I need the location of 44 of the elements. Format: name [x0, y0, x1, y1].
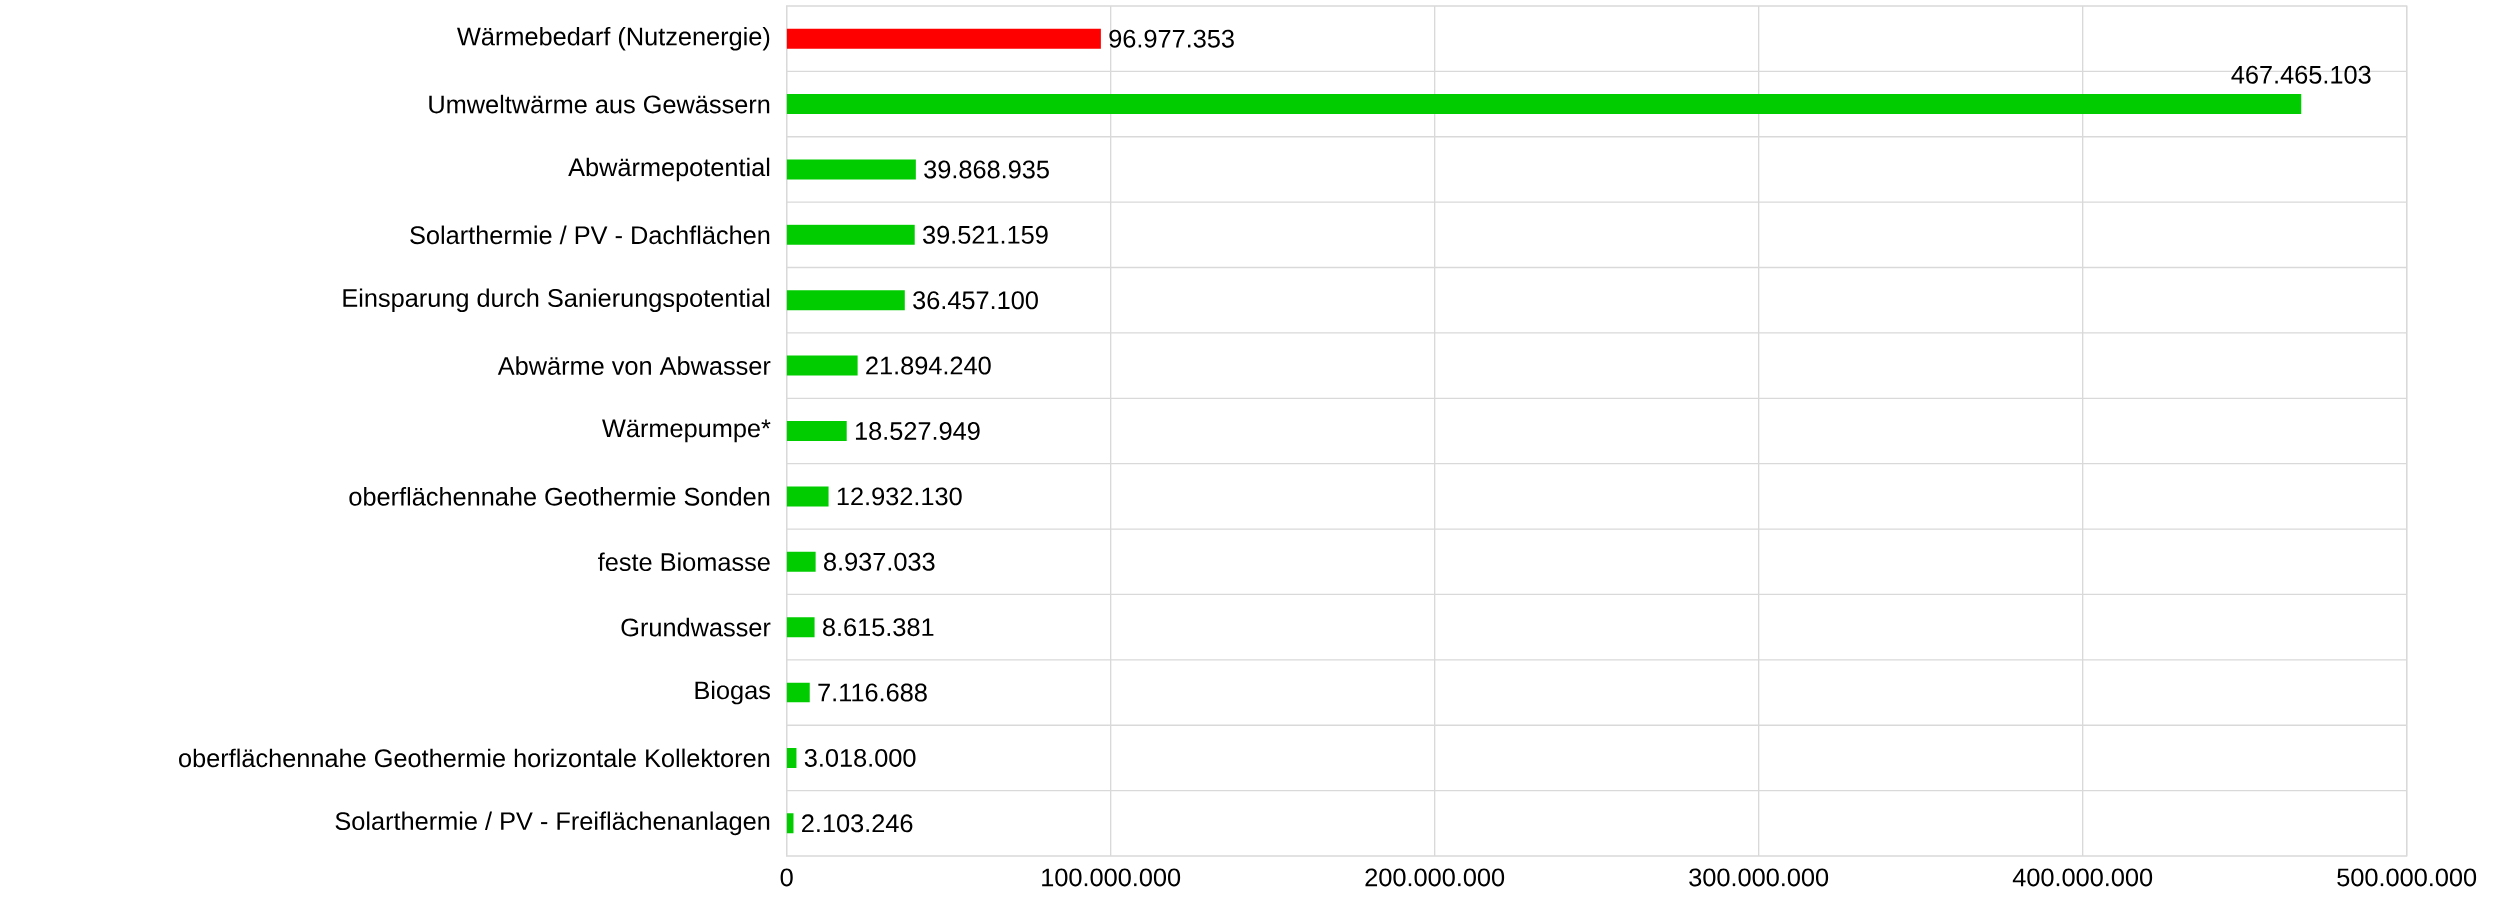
y-tick-label: Grundwasser [621, 617, 771, 637]
data-label: 8.937.033 [824, 552, 935, 571]
bar [786, 290, 905, 311]
bar [786, 486, 829, 507]
y-tick-label: Abwärme von Abwasser [497, 356, 771, 375]
data-label: 467.465.103 [2231, 65, 2371, 84]
data-label: 12.932.130 [837, 487, 962, 506]
bar [786, 682, 810, 703]
bar [786, 224, 915, 245]
data-label: 3.018.000 [804, 748, 916, 767]
y-tick-label: Abwärmepotential [568, 157, 770, 182]
y-tick-label: Umweltwärme aus Gewässern [429, 94, 770, 114]
bar [786, 159, 916, 180]
x-tick-label: 400.000.000 [2012, 868, 2153, 887]
x-tick-label: 200.000.000 [1365, 868, 1505, 887]
y-tick-label: Wärmebedarf (Nutzenergie) [457, 26, 770, 51]
y-tick-label: Solarthermie / PV - Freiflächenanlagen [335, 811, 770, 836]
y-tick-label: Solarthermie / PV - Dachflächen [410, 225, 770, 245]
x-tick-label: 100.000.000 [1042, 868, 1181, 887]
bar [786, 617, 815, 638]
y-tick-label: Wärmepumpe* [602, 419, 771, 443]
y-tick-label: oberflächennahe Geothermie horizontale Kollektoren [179, 748, 770, 768]
data-label: 8.615.381 [823, 618, 934, 637]
data-label: 96.977.353 [1109, 29, 1234, 48]
y-tick-label: oberflächennahe Geothermie Sonden [349, 487, 770, 506]
bar [786, 420, 847, 441]
data-label: 7.116.688 [818, 683, 927, 702]
x-tick-label: 500.000.000 [2337, 868, 2477, 887]
data-label: 2.103.246 [802, 814, 913, 833]
bar [786, 28, 1101, 49]
y-tick-label: Biogas [695, 680, 770, 705]
bar [786, 355, 858, 376]
data-label: 39.868.935 [924, 160, 1049, 179]
bar [786, 551, 816, 572]
x-tick-label: 0 [780, 868, 793, 887]
data-label: 39.521.159 [922, 225, 1048, 244]
x-tick-label: 300.000.000 [1689, 868, 1829, 887]
bar [786, 94, 2302, 115]
data-label: 21.894.240 [866, 356, 991, 375]
data-label: 18.527.949 [855, 421, 980, 440]
data-label: 36.457.100 [913, 291, 1038, 310]
y-tick-label: Einsparung durch Sanierungspotential [343, 288, 770, 313]
y-tick-label: feste Biomasse [598, 552, 770, 572]
bar [786, 747, 797, 768]
